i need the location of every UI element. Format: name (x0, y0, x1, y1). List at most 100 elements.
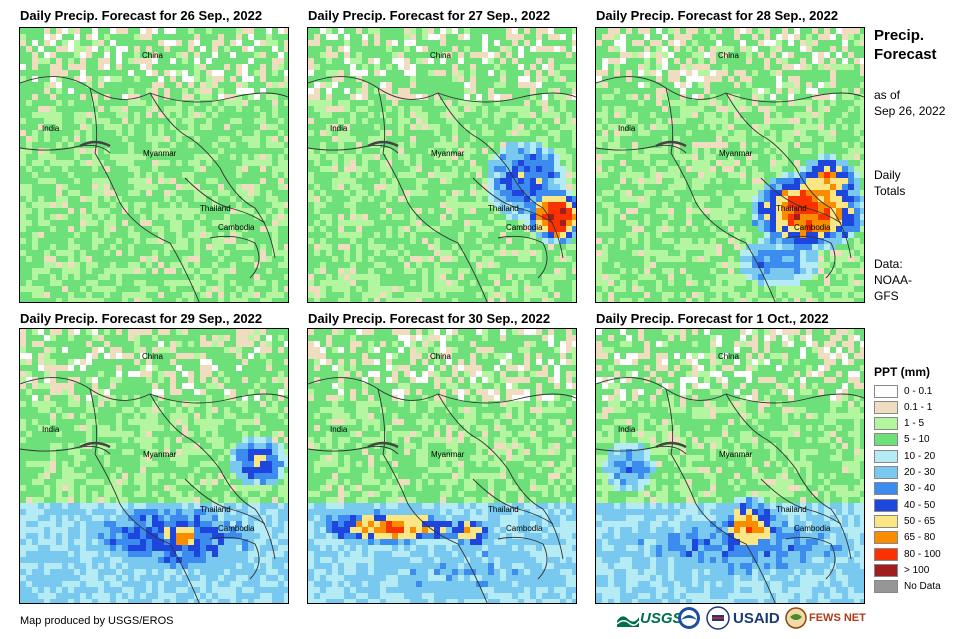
legend-swatch (874, 531, 898, 545)
daily-line2: Totals (874, 184, 906, 198)
map-label-china: China (430, 352, 451, 361)
map-label-myanmar: Myanmar (431, 450, 465, 459)
map-label-china: China (430, 51, 451, 60)
data-source-note: Data: NOAA- GFS (874, 256, 912, 304)
fews-net-globe-icon (785, 607, 807, 629)
map-label-cambodia: Cambodia (218, 223, 255, 232)
legend-swatch (874, 449, 898, 463)
usaid-logo: USAID (706, 605, 780, 631)
map-label-thailand: Thailand (488, 505, 519, 514)
legend-swatch (874, 580, 898, 594)
legend-swatch (874, 384, 898, 398)
legend-label: 0 - 0.1 (904, 385, 933, 397)
legend-label: 20 - 30 (904, 467, 936, 478)
legend-item: 40 - 50 (874, 498, 935, 512)
map-label-india: India (42, 425, 60, 434)
legend-item: 0 - 0.1 (874, 384, 932, 398)
legend-title: PPT (mm) (874, 365, 931, 379)
legend-item: 1 - 5 (874, 417, 924, 431)
map-credit: Map produced by USGS/EROS (20, 615, 174, 627)
map-label-cambodia: Cambodia (506, 223, 543, 232)
legend-swatch (874, 547, 898, 561)
legend-item: 5 - 10 (874, 433, 930, 447)
map-label-thailand: Thailand (200, 505, 231, 514)
legend-label: No Data (904, 581, 941, 593)
sidebar-title-line2: Forecast (874, 46, 937, 63)
legend-item: 10 - 20 (874, 449, 935, 463)
as-of-label: as of (874, 88, 901, 102)
legend-swatch (874, 482, 898, 496)
forecast-map-1-oct: China India Myanmar Thailand Cambodia (595, 328, 865, 604)
as-of-date: as of Sep 26, 2022 (874, 87, 945, 119)
map-label-myanmar: Myanmar (719, 450, 753, 459)
forecast-map-30-sep: China India Myanmar Thailand Cambodia (307, 328, 577, 604)
map-label-india: India (618, 124, 636, 133)
legend-item: 80 - 100 (874, 547, 941, 561)
map-label-india: India (330, 124, 348, 133)
map-label-myanmar: Myanmar (719, 149, 753, 158)
map-label-india: India (42, 124, 60, 133)
panel-title-1: Daily Precip. Forecast for 26 Sep., 2022 (20, 8, 263, 23)
forecast-map-27-sep: China India Myanmar Thailand Cambodia (307, 27, 577, 303)
map-label-thailand: Thailand (776, 505, 807, 514)
legend-swatch (874, 498, 898, 512)
usgs-logo: USGS (617, 605, 683, 631)
as-of-value: Sep 26, 2022 (874, 104, 946, 118)
forecast-map-28-sep: China India Myanmar Thailand Cambodia (595, 27, 865, 303)
map-label-myanmar: Myanmar (143, 149, 177, 158)
panel-title-2: Daily Precip. Forecast for 27 Sep., 2022 (308, 8, 551, 23)
map-label-cambodia: Cambodia (794, 223, 831, 232)
legend-swatch (874, 514, 898, 528)
map-label-myanmar: Myanmar (143, 450, 177, 459)
map-label-cambodia: Cambodia (506, 524, 543, 533)
sidebar-title-line1: Precip. (874, 27, 925, 44)
usaid-seal-icon (706, 606, 730, 630)
legend-item: 30 - 40 (874, 482, 935, 496)
map-label-india: India (330, 425, 348, 434)
noaa-logo (677, 605, 701, 631)
panel-title-4: Daily Precip. Forecast for 29 Sep., 2022 (20, 311, 263, 326)
map-label-cambodia: Cambodia (218, 524, 255, 533)
panel-title-3: Daily Precip. Forecast for 28 Sep., 2022 (596, 8, 839, 23)
legend-item: > 100 (874, 563, 929, 577)
legend-swatch (874, 433, 898, 447)
forecast-map-26-sep: China India Myanmar Thailand Cambodia (19, 27, 289, 303)
legend-item: 20 - 30 (874, 466, 935, 480)
forecast-map-29-sep: China India Myanmar Thailand Cambodia (19, 328, 289, 604)
daily-line1: Daily (874, 168, 901, 182)
legend-item: No Data (874, 580, 941, 594)
daily-totals-note: Daily Totals (874, 167, 905, 199)
legend-label: 10 - 20 (904, 450, 936, 462)
legend-label: 65 - 80 (904, 532, 936, 544)
legend-label: 80 - 100 (904, 548, 941, 560)
map-label-thailand: Thailand (200, 204, 231, 213)
data-line1: Data: (874, 257, 903, 271)
noaa-seal-icon (678, 607, 700, 629)
panel-title-5: Daily Precip. Forecast for 30 Sep., 2022 (308, 311, 551, 326)
usgs-wave-icon (617, 616, 639, 627)
legend-label: 40 - 50 (904, 499, 936, 511)
sidebar-title: Precip. Forecast (874, 26, 937, 64)
map-label-thailand: Thailand (776, 204, 807, 213)
map-label-china: China (718, 51, 739, 60)
panel-title-6: Daily Precip. Forecast for 1 Oct., 2022 (596, 311, 829, 326)
fews-net-logo: FEWS NET (785, 605, 866, 631)
legend-swatch (874, 563, 898, 577)
data-line2: NOAA- (874, 273, 913, 287)
legend-label: 0.1 - 1 (904, 401, 933, 413)
map-label-china: China (142, 51, 163, 60)
legend-item: 0.1 - 1 (874, 400, 932, 414)
legend-swatch (874, 417, 898, 431)
legend-item: 65 - 80 (874, 531, 935, 545)
legend-item: 50 - 65 (874, 514, 935, 528)
legend-label: 50 - 65 (904, 515, 936, 527)
legend-label: > 100 (904, 564, 930, 576)
legend-swatch (874, 466, 898, 479)
legend-label: 5 - 10 (904, 434, 930, 446)
map-label-thailand: Thailand (488, 204, 519, 213)
legend-swatch (874, 400, 898, 414)
map-label-india: India (618, 425, 636, 434)
usaid-text: USAID (733, 609, 780, 627)
legend-label: 1 - 5 (904, 418, 925, 430)
fews-net-text: FEWS NET (809, 612, 866, 624)
